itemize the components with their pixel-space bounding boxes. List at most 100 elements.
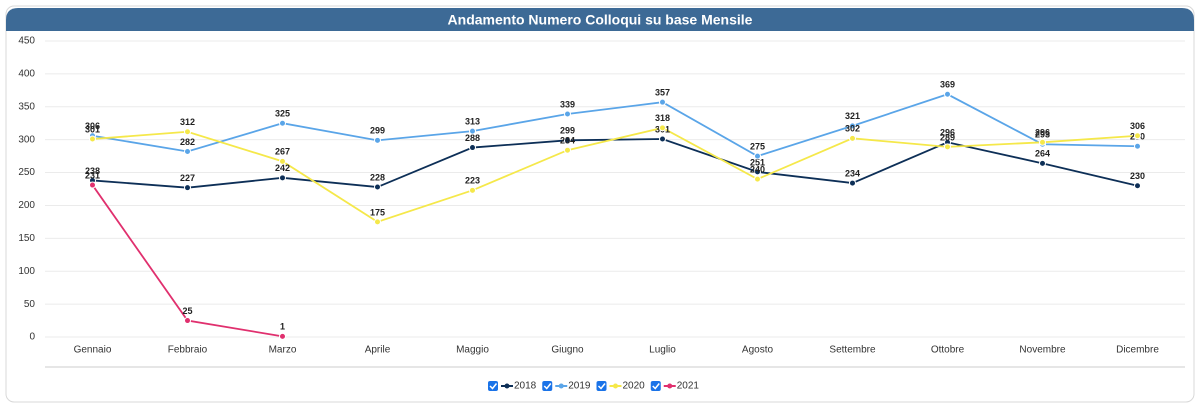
data-label: 299	[560, 126, 575, 136]
data-point	[279, 174, 286, 182]
data-point	[564, 136, 571, 144]
data-label: 223	[465, 176, 480, 186]
data-point	[849, 134, 856, 142]
x-tick-label: Maggio	[456, 345, 489, 356]
data-point	[659, 124, 666, 132]
y-tick-label: 400	[18, 69, 35, 80]
data-label: 284	[560, 136, 575, 146]
y-tick-label: 0	[29, 332, 35, 343]
data-point	[184, 317, 191, 325]
legend-item[interactable]: 2020	[596, 381, 646, 392]
data-label: 318	[655, 113, 670, 123]
data-point	[374, 183, 381, 191]
data-point	[564, 146, 571, 154]
legend-swatch-dot	[667, 383, 673, 389]
data-point	[1039, 138, 1046, 146]
data-point	[469, 127, 476, 135]
legend-item[interactable]: 2021	[650, 381, 700, 392]
data-point	[944, 90, 951, 98]
data-label: 275	[750, 141, 765, 151]
data-point	[944, 143, 951, 151]
data-label: 264	[1035, 149, 1050, 159]
series-line	[92, 93, 1138, 158]
data-point	[1039, 159, 1046, 167]
x-tick-label: Aprile	[365, 345, 391, 356]
x-tick-label: Marzo	[269, 345, 297, 356]
data-label: 321	[845, 111, 860, 121]
data-point	[1134, 182, 1141, 190]
data-label: 238	[85, 166, 100, 176]
legend-check	[543, 383, 552, 390]
legend-checkbox[interactable]	[650, 381, 661, 391]
legend-checkbox[interactable]	[596, 381, 607, 391]
legend-checkbox[interactable]	[542, 381, 553, 391]
chart-title: Andamento Numero Colloqui su base Mensil…	[448, 12, 753, 28]
legend-check	[652, 383, 660, 390]
data-point	[279, 157, 286, 165]
data-label: 234	[845, 168, 860, 178]
data-point	[754, 175, 761, 183]
data-label: 293	[1035, 130, 1050, 140]
data-point	[374, 218, 381, 226]
data-label: 301	[85, 124, 100, 134]
legend-label[interactable]: 2018	[514, 381, 537, 392]
data-point	[89, 181, 96, 189]
data-point	[184, 128, 191, 136]
data-label: 369	[940, 80, 955, 90]
data-label: 228	[370, 172, 385, 182]
legend-label[interactable]: 2019	[568, 381, 591, 392]
x-tick-label: Luglio	[649, 345, 676, 356]
legend-label[interactable]: 2020	[623, 381, 646, 392]
x-tick-label: Ottobre	[931, 345, 965, 356]
y-tick-label: 150	[18, 233, 35, 244]
data-point	[1134, 142, 1141, 150]
legend-item[interactable]: 2019	[542, 381, 591, 392]
data-label: 227	[180, 173, 195, 183]
card	[5, 5, 1195, 403]
data-point	[374, 136, 381, 144]
data-point	[89, 135, 96, 143]
legend-swatch-dot	[504, 383, 510, 389]
y-tick-label: 300	[18, 134, 35, 145]
x-tick-label: Agosto	[742, 345, 774, 356]
data-label: 251	[750, 157, 765, 167]
data-label: 230	[1130, 171, 1145, 181]
legend-swatch-dot	[613, 383, 618, 389]
legend-label[interactable]: 2021	[677, 381, 700, 392]
data-label: 325	[275, 109, 290, 119]
header-bar	[6, 8, 1194, 31]
data-point	[279, 119, 286, 127]
legend-check	[597, 383, 606, 390]
data-point	[849, 122, 856, 130]
data-label: 312	[180, 117, 195, 127]
legend-item[interactable]: 2018	[488, 381, 537, 392]
data-label: 339	[560, 99, 575, 109]
data-label: 242	[275, 163, 290, 173]
y-tick-label: 200	[18, 200, 35, 211]
y-tick-label: 100	[18, 266, 35, 277]
data-label: 313	[465, 116, 480, 126]
data-label: 288	[465, 133, 480, 143]
data-label: 296	[940, 128, 955, 138]
data-label: 240	[750, 165, 765, 175]
data-point	[564, 110, 571, 118]
x-tick-label: Settembre	[829, 345, 876, 356]
data-point	[1134, 132, 1141, 140]
data-point	[754, 152, 761, 160]
x-tick-label: Novembre	[1019, 345, 1066, 356]
data-label: 1	[280, 322, 285, 332]
data-label: 299	[370, 126, 385, 136]
data-label: 296	[1035, 128, 1050, 138]
y-tick-label: 250	[18, 167, 35, 178]
data-point	[659, 135, 666, 143]
legend-checkbox[interactable]	[488, 381, 498, 391]
data-point	[849, 179, 856, 187]
data-label: 302	[845, 124, 860, 134]
data-point	[469, 186, 476, 194]
data-point	[184, 148, 191, 156]
x-tick-label: Giugno	[551, 345, 584, 356]
y-tick-label: 350	[18, 101, 35, 112]
y-tick-label: 450	[18, 36, 35, 47]
data-label: 306	[85, 121, 100, 131]
